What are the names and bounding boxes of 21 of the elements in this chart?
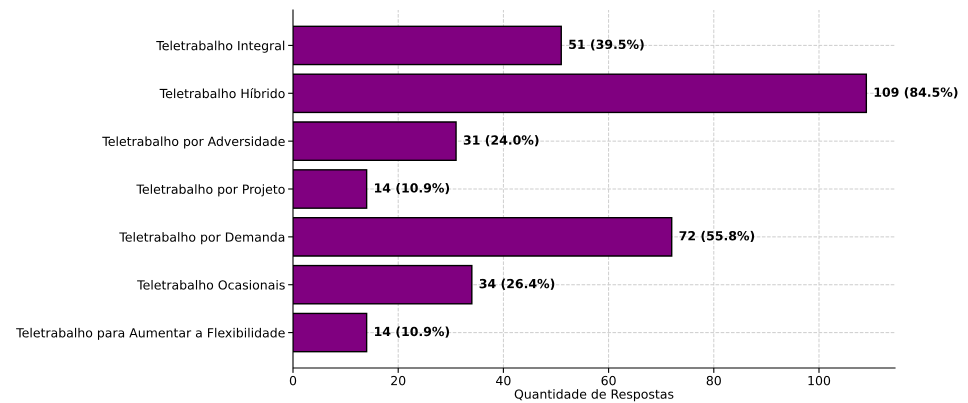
x-tick-label: 80 <box>706 376 721 386</box>
data-label: 34 (26.4%) <box>480 278 554 290</box>
y-tick-label: Teletrabalho Híbrido <box>160 88 285 98</box>
data-label: 109 (84.5%) <box>874 87 958 98</box>
y-tick-label: Teletrabalho para Aumentar a Flexibilidade <box>16 328 285 340</box>
data-label: 51 (39.5%) <box>569 39 644 51</box>
data-label: 14 (10.9%) <box>374 326 450 338</box>
data-label: 14 (10.9%) <box>374 182 450 194</box>
x-tick-label: 20 <box>391 376 406 386</box>
x-tick-label: 40 <box>496 376 511 386</box>
x-axis-title: Quantidade de Respostas <box>514 389 674 402</box>
y-tick-label: Teletrabalho por Projeto <box>136 184 285 196</box>
x-tick-label: 100 <box>808 376 830 386</box>
x-tick-label: 0 <box>290 376 296 386</box>
y-tick-label: Teletrabalho por Adversidade <box>102 136 285 148</box>
y-tick-label: Teletrabalho por Demanda <box>119 232 284 244</box>
y-tick-label: Teletrabalho Integral <box>156 40 284 53</box>
data-label: 31 (24.0%) <box>464 135 538 146</box>
x-tick-label: 60 <box>602 376 616 386</box>
y-tick-label: Teletrabalho Ocasionais <box>137 280 285 290</box>
data-label: 72 (55.8%) <box>679 230 754 242</box>
